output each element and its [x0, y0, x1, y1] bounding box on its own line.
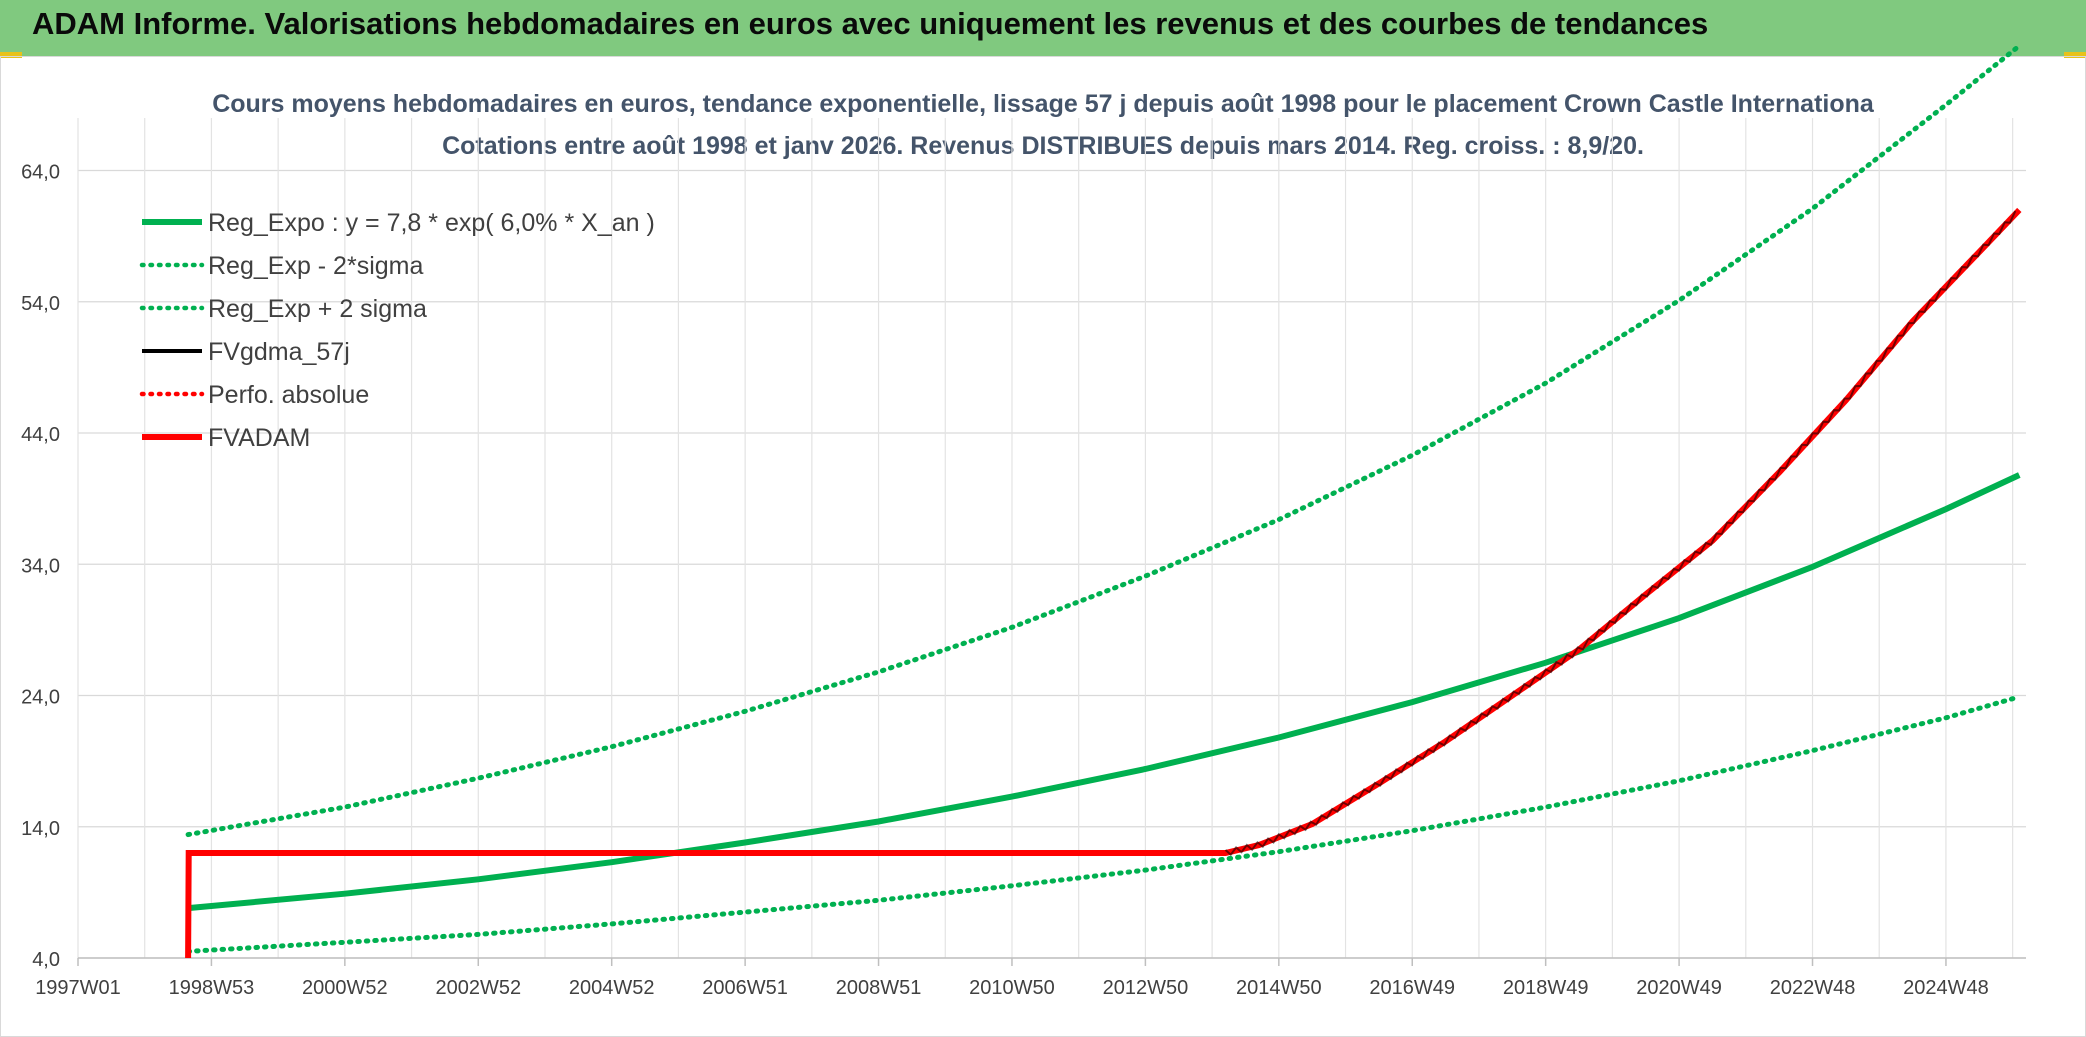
x-tick-label: 2014W50 — [1236, 977, 1322, 999]
x-tick-label: 1997W01 — [35, 977, 121, 999]
x-tick-label: 2002W52 — [435, 977, 521, 999]
series-line-2 — [185, 43, 2022, 838]
report-title: ADAM Informe. Valorisations hebdomadaire… — [32, 6, 1709, 41]
corner-marker-right — [2064, 52, 2086, 58]
series-line-0 — [187, 472, 2021, 912]
y-axis-ticks: 4,0 14,0 24,0 34,0 44,0 54,0 64,0 — [21, 162, 60, 972]
y-tick-label: 14,0 — [21, 818, 60, 840]
x-tick-label: 2000W52 — [302, 977, 388, 999]
legend-label: Reg_Exp - 2*sigma — [208, 252, 423, 280]
x-tick-label: 2006W51 — [702, 977, 788, 999]
y-tick-label: 34,0 — [21, 555, 60, 577]
x-tick-label: 2020W49 — [1636, 977, 1722, 999]
y-tick-label: 4,0 — [32, 949, 60, 971]
fvgdma-overlay-line — [1224, 210, 2017, 857]
x-tick-label: 2012W50 — [1103, 977, 1189, 999]
chart-subtitle: Cotations entre août 1998 et janv 2026. … — [442, 132, 1644, 160]
x-tick-label: 2024W48 — [1903, 977, 1989, 999]
y-tick-label: 54,0 — [21, 293, 60, 315]
x-tick-label: 2016W49 — [1369, 977, 1455, 999]
y-tick-label: 64,0 — [21, 162, 60, 184]
legend-label: Reg_Expo : y = 7,8 * exp( 6,0% * X_an ) — [208, 209, 655, 237]
x-tick-label: 2022W48 — [1770, 977, 1856, 999]
chart-title: Cours moyens hebdomadaires en euros, ten… — [212, 90, 1875, 118]
x-tick-label: 1998W53 — [169, 977, 255, 999]
legend-label: Reg_Exp + 2 sigma — [208, 295, 427, 323]
legend-label: Perfo. absolue — [208, 381, 369, 409]
y-tick-label: 24,0 — [21, 687, 60, 709]
x-tick-label: 2018W49 — [1503, 977, 1589, 999]
series-line-3 — [185, 207, 2022, 959]
legend-label: FVADAM — [208, 424, 310, 452]
grid — [77, 118, 2026, 959]
x-tick-label: 2008W51 — [836, 977, 922, 999]
corner-marker-left — [0, 52, 22, 58]
series-line-1 — [185, 694, 2022, 954]
report-header: ADAM Informe. Valorisations hebdomadaire… — [0, 0, 2086, 56]
x-tick-label: 2004W52 — [569, 977, 655, 999]
x-tick-label: 2010W50 — [969, 977, 1055, 999]
legend-label: FVgdma_57j — [208, 338, 350, 366]
legend: Reg_Expo : y = 7,8 * exp( 6,0% * X_an ) R… — [139, 209, 655, 452]
x-axis-ticks: 1997W01 1998W53 2000W52 2002W52 2004W52 2006W… — [35, 958, 1989, 999]
series-group — [185, 43, 2022, 959]
y-tick-label: 44,0 — [21, 424, 60, 446]
